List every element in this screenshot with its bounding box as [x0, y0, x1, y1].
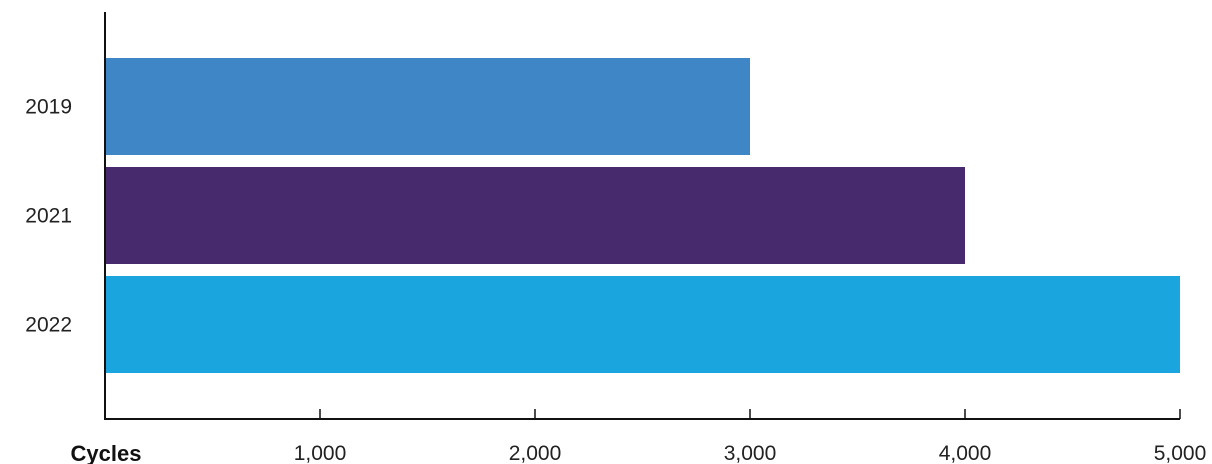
category-label-2019: 2019: [25, 96, 72, 119]
x-ticks-group: [319, 409, 1181, 419]
category-label-2021: 2021: [25, 205, 72, 228]
bars-group: [105, 58, 1180, 373]
x-tick-labels-group: 1,000 2,000 3,000 4,000 5,000: [294, 442, 1207, 464]
x-tick-label-4000: 4,000: [939, 442, 992, 464]
x-tick-label-3000: 3,000: [724, 442, 777, 464]
category-label-2022: 2022: [25, 314, 72, 337]
x-axis-title: Cycles: [71, 441, 142, 464]
bar-2022: [105, 276, 1180, 373]
category-labels-group: 2019 2021 2022: [25, 96, 72, 337]
bar-2019: [105, 58, 750, 155]
x-tick-label-2000: 2,000: [509, 442, 562, 464]
x-tick-label-1000: 1,000: [294, 442, 347, 464]
bar-2021: [105, 167, 965, 264]
x-tick-label-5000: 5,000: [1154, 442, 1207, 464]
